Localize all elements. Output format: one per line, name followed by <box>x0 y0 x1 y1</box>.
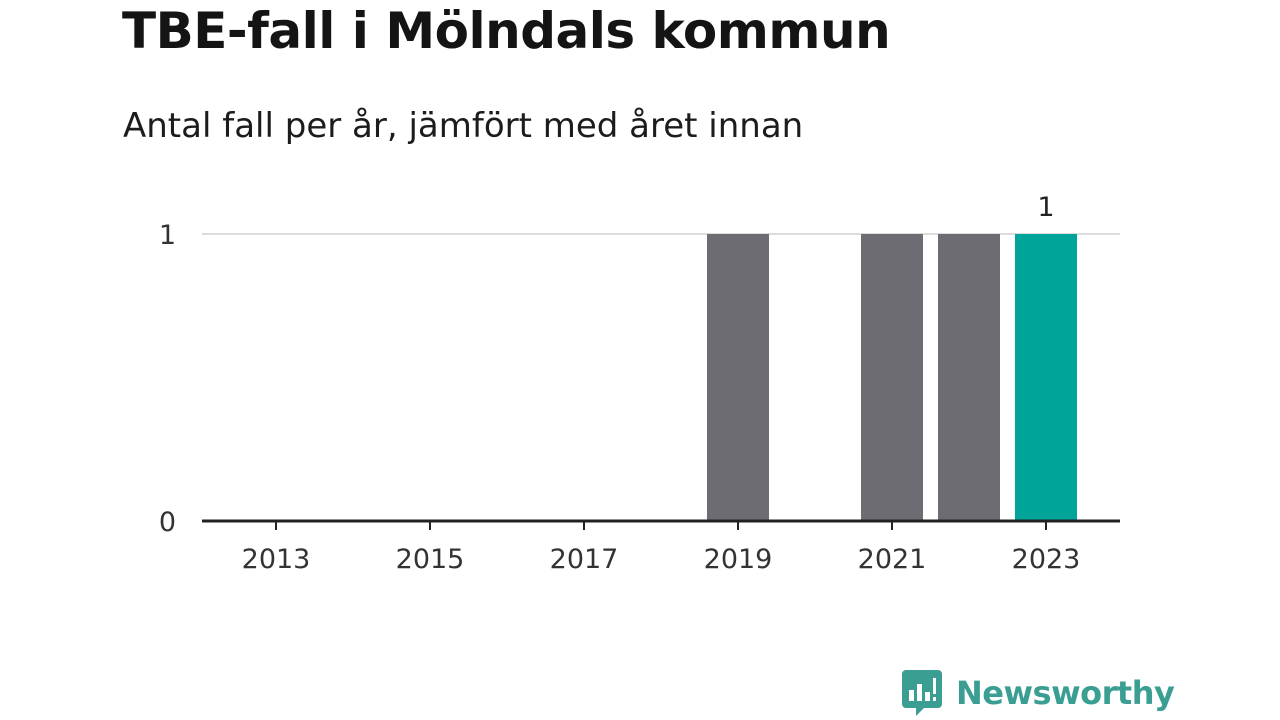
brand-logo: Newsworthy <box>902 668 1175 718</box>
brand-name: Newsworthy <box>956 674 1175 712</box>
x-tick-label: 2017 <box>550 544 619 575</box>
bar <box>938 234 1000 521</box>
chart-subtitle: Antal fall per år, jämfört med året inna… <box>123 106 804 146</box>
data-label: 1 <box>1037 192 1054 223</box>
bar-highlight <box>1015 234 1077 521</box>
chart-title: TBE-fall i Mölndals kommun <box>122 2 891 60</box>
bar <box>707 234 769 521</box>
x-tick-label: 2019 <box>704 544 773 575</box>
x-tick-label: 2015 <box>396 544 465 575</box>
x-tick-label: 2023 <box>1012 544 1081 575</box>
y-tick-label: 0 <box>159 507 176 538</box>
bar-chart-speech-bubble-icon <box>902 670 942 716</box>
x-tick-label: 2013 <box>242 544 311 575</box>
bar <box>861 234 923 521</box>
x-tick-label: 2021 <box>858 544 927 575</box>
y-tick-label: 1 <box>159 220 176 251</box>
